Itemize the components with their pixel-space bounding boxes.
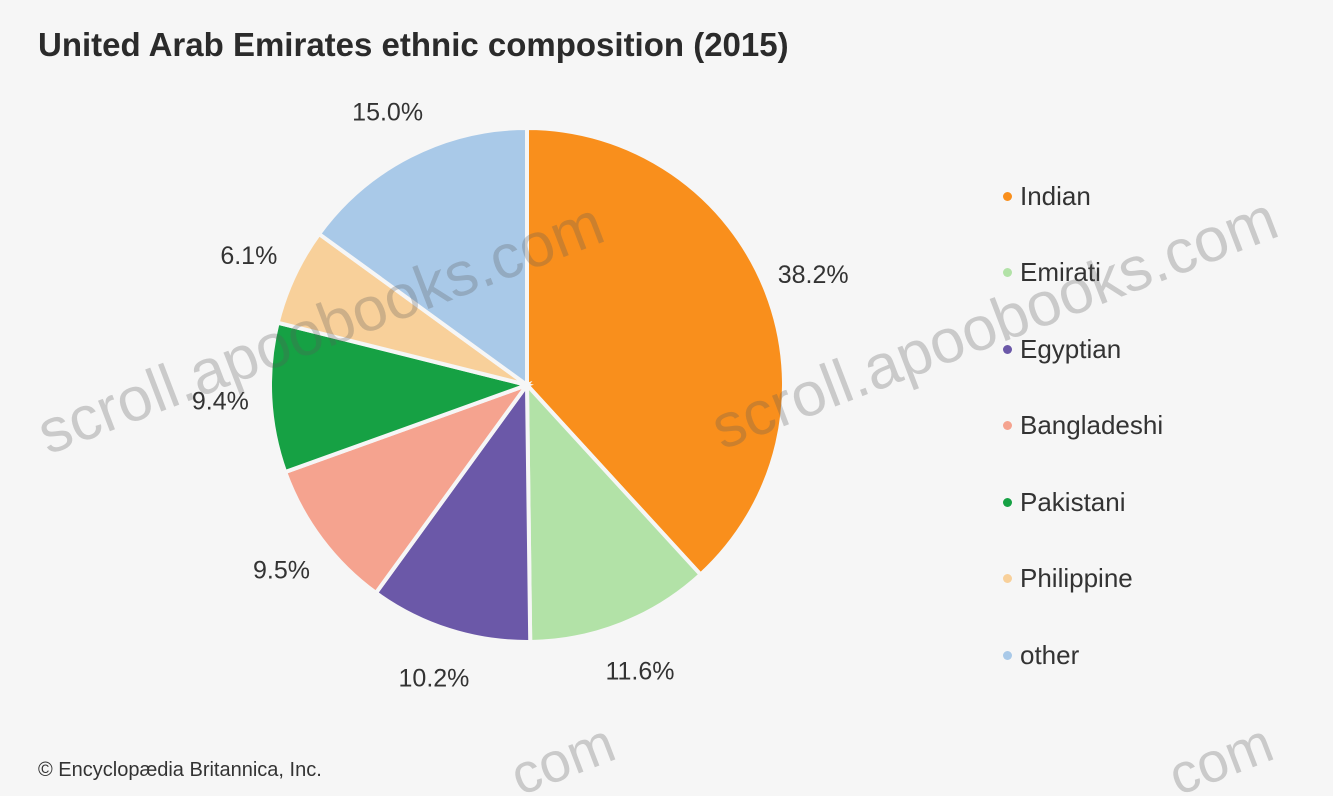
slice-value-label: 38.2% — [778, 261, 849, 289]
chart-title: United Arab Emirates ethnic composition … — [38, 26, 789, 63]
legend-label: Emirati — [1020, 257, 1101, 288]
pie-slice-indian — [525, 125, 786, 578]
legend-label: other — [1020, 639, 1080, 670]
legend-item: other — [1003, 617, 1163, 694]
pie-slices — [268, 125, 786, 645]
slice-value-label: 10.2% — [399, 665, 470, 693]
legend-swatch — [1003, 574, 1012, 584]
legend-swatch — [1003, 497, 1012, 507]
pie-slice-emirati — [524, 379, 704, 645]
legend-label: Indian — [1020, 180, 1091, 211]
copyright-credit: © Encyclopædia Britannica, Inc. — [38, 759, 322, 781]
pie-slice-bangladeshi — [282, 380, 533, 596]
pie-labels: 38.2% 11.6% 10.2% 9.5% 9.4% 6.1% 15.0% — [192, 98, 849, 692]
slice-value-label: 11.6% — [605, 657, 674, 685]
legend-label: Bangladeshi — [1020, 410, 1164, 441]
legend-item: Philippine — [1003, 541, 1163, 618]
slice-value-label: 6.1% — [220, 242, 277, 270]
pie-slice-egyptian — [373, 378, 533, 644]
legend-item: Bangladeshi — [1003, 388, 1163, 465]
legend-swatch — [1003, 191, 1012, 201]
pie-slice-pakistani — [268, 320, 534, 475]
slice-value-label: 15.0% — [352, 98, 423, 126]
slice-value-label: 9.5% — [253, 556, 310, 584]
legend-swatch — [1003, 268, 1012, 278]
legend: Indian Emirati Egyptian Bangladeshi Paki… — [1003, 158, 1163, 694]
legend-item: Pakistani — [1003, 464, 1163, 541]
legend-label: Philippine — [1020, 563, 1133, 594]
legend-swatch — [1003, 650, 1012, 660]
legend-item: Emirati — [1003, 235, 1163, 312]
legend-swatch — [1003, 344, 1012, 354]
legend-item: Indian — [1003, 158, 1163, 235]
legend-label: Pakistani — [1020, 486, 1126, 517]
legend-label: Egyptian — [1020, 333, 1122, 364]
legend-swatch — [1003, 421, 1012, 431]
legend-item: Egyptian — [1003, 311, 1163, 388]
pie-slice-other — [316, 125, 529, 389]
slice-value-label: 9.4% — [192, 387, 249, 415]
